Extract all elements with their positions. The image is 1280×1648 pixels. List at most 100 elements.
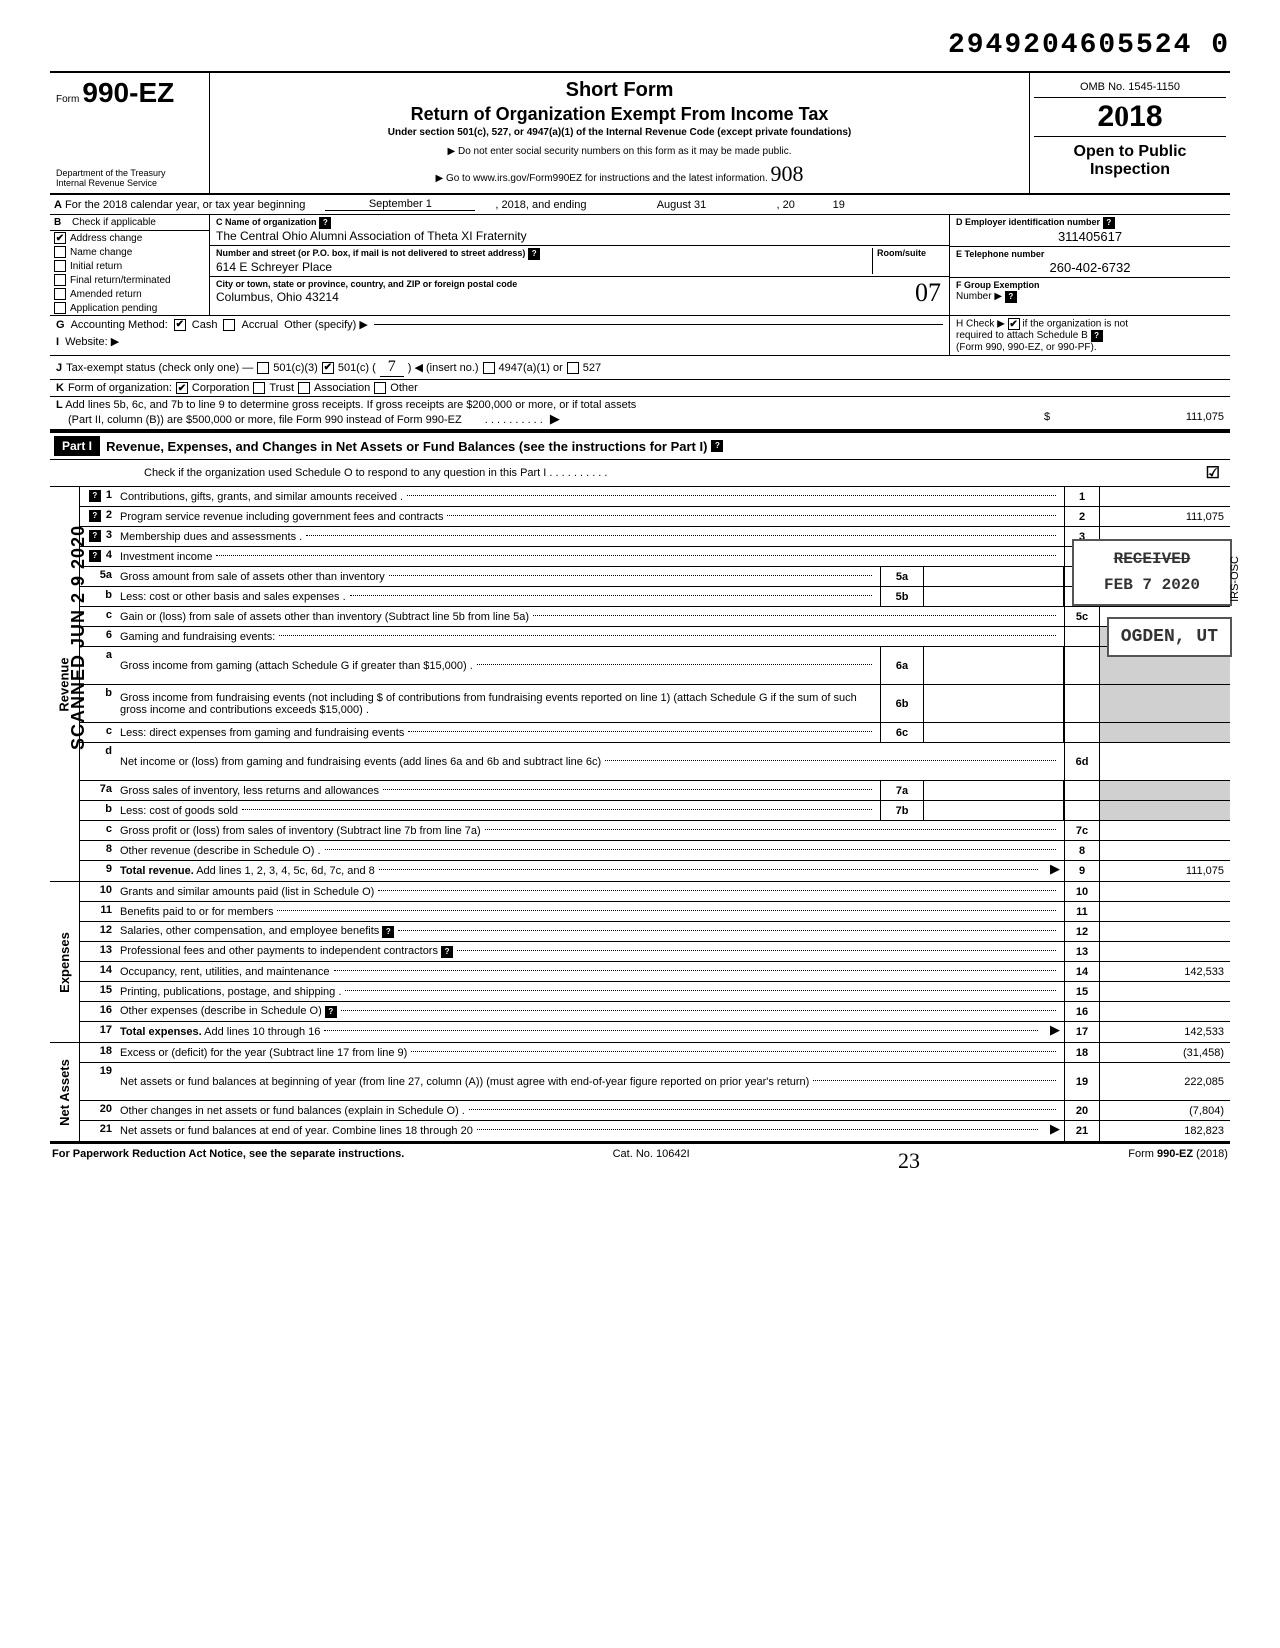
checkbox-label: Final return/terminated: [70, 275, 171, 286]
line-number: ? 1: [80, 487, 116, 506]
cash-label: Cash: [192, 319, 218, 331]
corp-checkbox[interactable]: ✔: [176, 382, 188, 394]
help-icon[interactable]: ?: [441, 946, 453, 958]
help-icon[interactable]: ?: [89, 530, 101, 542]
schedule-o-checkmark[interactable]: ☑: [1206, 463, 1226, 483]
mid-num: 7a: [880, 781, 924, 800]
line-19: 19 Net assets or fund balances at beginn…: [80, 1063, 1230, 1101]
cash-checkbox[interactable]: ✔: [174, 319, 186, 331]
mid-val: [924, 567, 1064, 586]
line-b: b Less: cost or other basis and sales ex…: [80, 587, 1230, 607]
checkbox[interactable]: [54, 274, 66, 286]
4947a1-checkbox[interactable]: [483, 362, 495, 374]
help-icon[interactable]: ?: [1103, 217, 1115, 229]
cat-no: Cat. No. 10642I: [613, 1148, 690, 1174]
right-val: [1100, 841, 1230, 860]
received-date: FEB 7 2020: [1084, 573, 1220, 599]
phone-value: 260-402-6732: [956, 260, 1224, 275]
arrow-icon: ▶: [1046, 1022, 1064, 1042]
help-icon[interactable]: ?: [528, 248, 540, 260]
help-icon[interactable]: ?: [711, 440, 723, 452]
assoc-checkbox[interactable]: [298, 382, 310, 394]
right-num: 8: [1064, 841, 1100, 860]
other-checkbox[interactable]: [374, 382, 386, 394]
line-number: 13: [80, 942, 116, 961]
scanned-stamp: SCANNED JUN 2 9 2020: [68, 525, 89, 750]
checkbox[interactable]: [54, 288, 66, 300]
right-num: 12: [1064, 922, 1100, 941]
line-12: 12 Salaries, other compensation, and emp…: [80, 922, 1230, 942]
right-val: 111,075: [1100, 507, 1230, 526]
help-icon[interactable]: ?: [89, 550, 101, 562]
527-checkbox[interactable]: [567, 362, 579, 374]
trust-label: Trust: [269, 382, 294, 394]
room-label: Room/suite: [877, 248, 926, 258]
received-text: RECEIVED: [1084, 547, 1220, 573]
l-text1: Add lines 5b, 6c, and 7b to line 9 to de…: [65, 399, 636, 411]
help-icon[interactable]: ?: [325, 1006, 337, 1018]
right-num: 6d: [1064, 743, 1100, 780]
open-public-1: Open to Public: [1036, 143, 1224, 161]
help-icon[interactable]: ?: [382, 926, 394, 938]
header-middle: Short Form Return of Organization Exempt…: [210, 73, 1030, 193]
line-text: Grants and similar amounts paid (list in…: [116, 882, 1064, 901]
checkbox-label: Initial return: [70, 261, 122, 272]
checkbox-label: Amended return: [70, 289, 142, 300]
label-g: G: [56, 319, 65, 331]
right-val: [1100, 487, 1230, 506]
line-text: Investment income: [116, 547, 1064, 566]
line-text: Benefits paid to or for members: [116, 902, 1064, 921]
line-20: 20 Other changes in net assets or fund b…: [80, 1101, 1230, 1121]
checkbox[interactable]: [54, 260, 66, 272]
help-icon[interactable]: ?: [89, 510, 101, 522]
l-arrow: ▶: [546, 411, 564, 426]
revenue-section: Revenue ? 1 Contributions, gifts, grants…: [50, 487, 1230, 882]
row-a-tax-year: A For the 2018 calendar year, or tax yea…: [50, 195, 1230, 215]
h-text3: required to attach Schedule B: [956, 330, 1088, 341]
part1-title: Revenue, Expenses, and Changes in Net As…: [106, 439, 707, 454]
handwritten-23: 23: [898, 1148, 920, 1174]
corp-label: Corporation: [192, 382, 249, 394]
501c-checkbox[interactable]: ✔: [322, 362, 334, 374]
right-val: 142,533: [1100, 1022, 1230, 1042]
checkbox[interactable]: [54, 302, 66, 314]
under-section: Under section 501(c), 527, or 4947(a)(1)…: [218, 127, 1021, 138]
line-8: 8 Other revenue (describe in Schedule O)…: [80, 841, 1230, 861]
document-number: 2949204605524 0: [50, 30, 1230, 61]
help-icon[interactable]: ?: [1091, 330, 1103, 342]
handwritten-07: 07: [915, 278, 941, 308]
right-val: [1100, 1002, 1230, 1021]
help-icon[interactable]: ?: [319, 217, 331, 229]
line-text: Net assets or fund balances at end of ye…: [116, 1121, 1046, 1141]
check-line-final-return-terminated: Final return/terminated: [50, 273, 209, 287]
help-icon[interactable]: ?: [1005, 291, 1017, 303]
help-icon[interactable]: ?: [89, 490, 101, 502]
schedule-b-checkbox[interactable]: ✔: [1008, 318, 1020, 330]
l-dollar: $: [1044, 411, 1050, 423]
line-3: ? 3 Membership dues and assessments . 3: [80, 527, 1230, 547]
line-text: Occupancy, rent, utilities, and maintena…: [116, 962, 1064, 981]
line-text: Net income or (loss) from gaming and fun…: [116, 743, 1064, 780]
501c3-checkbox[interactable]: [257, 362, 269, 374]
page-footer: For Paperwork Reduction Act Notice, see …: [50, 1143, 1230, 1178]
right-num: 14: [1064, 962, 1100, 981]
mid-val: [924, 781, 1064, 800]
row-k: K Form of organization: ✔ Corporation Tr…: [50, 380, 1230, 397]
line-b: b Less: cost of goods sold 7b: [80, 801, 1230, 821]
right-num: 10: [1064, 882, 1100, 901]
addr-label: Number and street (or P.O. box, if mail …: [216, 248, 525, 258]
checkbox[interactable]: ✔: [54, 232, 66, 244]
line-16: 16 Other expenses (describe in Schedule …: [80, 1002, 1230, 1022]
line-number: 14: [80, 962, 116, 981]
right-num: 20: [1064, 1101, 1100, 1120]
trust-checkbox[interactable]: [253, 382, 265, 394]
line-11: 11 Benefits paid to or for members 11: [80, 902, 1230, 922]
right-num: 7c: [1064, 821, 1100, 840]
line-text: Less: direct expenses from gaming and fu…: [116, 723, 880, 742]
accrual-checkbox[interactable]: [223, 319, 235, 331]
tax-year-yr: 19: [805, 199, 845, 211]
line-number: 17: [80, 1022, 116, 1042]
check-schedule-o: Check if the organization used Schedule …: [54, 467, 607, 479]
checkbox[interactable]: [54, 246, 66, 258]
line-text: Other expenses (describe in Schedule O) …: [116, 1002, 1064, 1021]
